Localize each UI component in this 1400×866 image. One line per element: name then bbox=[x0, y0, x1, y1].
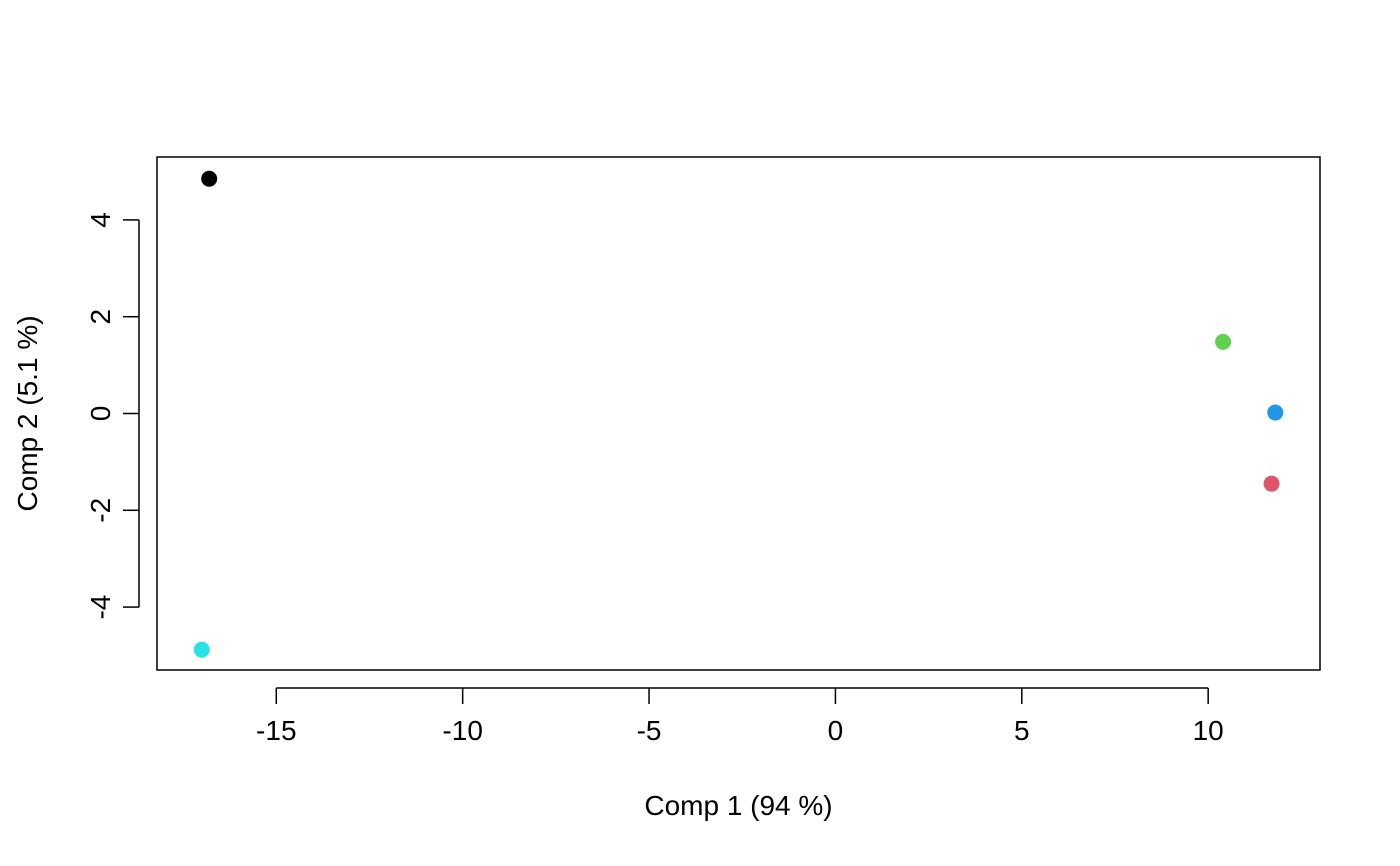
data-points bbox=[193, 170, 1284, 658]
x-tick-label: 5 bbox=[1014, 715, 1030, 746]
data-point bbox=[193, 641, 210, 658]
y-tick-label: -2 bbox=[85, 498, 116, 523]
y-axis-label: Comp 2 (5.1 %) bbox=[12, 315, 43, 511]
x-tick-label: -5 bbox=[637, 715, 662, 746]
x-tick-label: -15 bbox=[256, 715, 296, 746]
x-axis: -15 -10 -5 0 5 10 bbox=[256, 687, 1224, 746]
y-tick-label: 4 bbox=[85, 212, 116, 228]
x-tick-label: -10 bbox=[442, 715, 482, 746]
data-point bbox=[1267, 404, 1284, 421]
data-point bbox=[201, 170, 218, 187]
data-point bbox=[1215, 333, 1232, 350]
y-tick-label: -4 bbox=[85, 595, 116, 620]
y-tick-label: 2 bbox=[85, 309, 116, 325]
y-tick-label: 0 bbox=[85, 406, 116, 422]
plot-frame bbox=[156, 156, 1321, 671]
x-tick-label: 10 bbox=[1193, 715, 1224, 746]
y-axis: -4 -2 0 2 4 bbox=[85, 212, 140, 620]
x-tick-label: 0 bbox=[828, 715, 844, 746]
data-point bbox=[1263, 475, 1280, 492]
x-axis-label: Comp 1 (94 %) bbox=[644, 790, 832, 821]
